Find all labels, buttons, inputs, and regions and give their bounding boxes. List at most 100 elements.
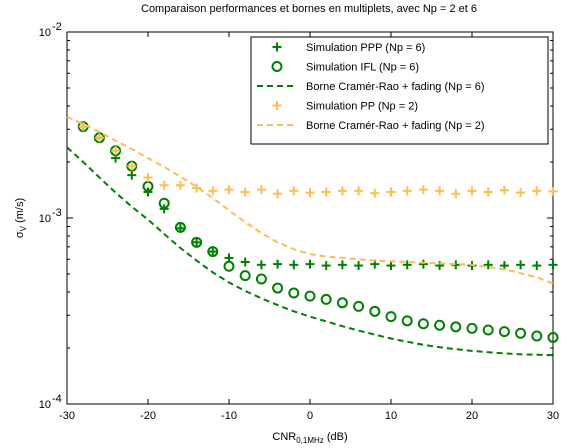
y-tick-label-exponent: -2 [52,21,62,33]
data-point [255,273,267,285]
data-point [143,173,153,183]
data-point [305,259,315,269]
data-point [499,185,509,195]
data-point [354,261,364,271]
data-point [516,188,526,198]
data-point [353,300,365,312]
data-point [111,146,121,156]
data-point [482,324,494,336]
legend-label: Borne Cramér-Rao + fading (Np = 2) [306,120,485,132]
data-point [435,186,445,196]
data-point [289,260,299,270]
data-point [418,185,428,195]
data-point [337,260,347,270]
data-point [451,189,461,199]
data-point [516,260,526,270]
data-point [337,186,347,196]
legend-swatch [271,61,283,72]
data-point [208,247,218,257]
data-point [515,327,527,339]
data-point [240,257,250,267]
y-tick-label-exponent: -4 [52,393,62,405]
data-point [240,187,250,197]
legend-label: Simulation PP (Np = 2) [306,101,418,113]
data-point [418,259,428,269]
data-point [532,186,542,196]
data-point [159,204,169,214]
data-point [224,185,234,195]
data-point [402,186,412,196]
data-point [192,237,202,247]
series-2 [66,146,554,357]
data-point [127,161,137,171]
x-tick-label: 20 [466,410,478,422]
data-point [532,261,542,271]
series-4 [66,115,554,285]
data-point [127,170,137,180]
data-point [207,246,219,258]
data-point [174,221,186,233]
data-point [256,185,266,195]
data-point [336,297,348,309]
data-point [369,305,381,317]
data-point [498,326,510,338]
legend-box [250,36,549,145]
data-point [354,186,364,196]
series-line [66,115,554,285]
data-point [143,187,153,197]
x-tick-label: -10 [221,410,237,422]
data-point [531,330,543,342]
data-point [320,293,332,305]
data-point [466,322,478,334]
y-axis-label: σV (m/s) [14,198,28,238]
data-point [386,261,396,271]
data-point [401,315,413,327]
data-point [548,260,558,270]
data-point [304,290,316,302]
data-point [239,270,251,282]
data-point [450,321,462,333]
data-point [434,319,446,331]
data-point [288,287,300,299]
data-point [321,261,331,271]
data-point [305,188,315,198]
y-tick-label-exponent: -3 [52,207,62,219]
legend-label: Borne Cramér-Rao + fading (Np = 6) [306,81,485,93]
data-point [548,186,558,196]
data-point [273,259,283,269]
data-point [191,236,203,248]
x-tick-label: -20 [140,410,156,422]
data-point [158,197,170,209]
data-point [223,260,235,272]
data-point [272,282,284,294]
plot-marks [66,115,559,357]
data-point [385,311,397,323]
data-point [208,186,218,196]
legend-label: Simulation PPP (Np = 6) [306,42,425,54]
x-tick-label: 30 [547,410,559,422]
series-line [66,146,554,357]
y-tick-label: 10 [39,213,51,225]
chart-title: Comparaison performances et bornes en mu… [141,3,477,15]
data-point [78,122,88,132]
x-tick-label: 10 [385,410,397,422]
data-point [547,331,559,343]
legend: Simulation PPP (Np = 6) Simulation IFL (N… [250,36,549,145]
data-point [289,186,299,196]
data-point [94,133,104,143]
y-tick-label: 10 [39,27,51,39]
data-point [417,318,429,330]
legend-label: Simulation IFL (Np = 6) [306,62,419,74]
data-point [483,187,493,197]
x-tick-label: 0 [307,410,313,422]
data-point [370,188,380,198]
legend-swatch [272,101,282,110]
data-point [402,260,412,270]
y-tick-label: 10 [39,399,51,411]
data-point [321,187,331,197]
data-point [256,260,266,270]
data-point [159,180,169,190]
